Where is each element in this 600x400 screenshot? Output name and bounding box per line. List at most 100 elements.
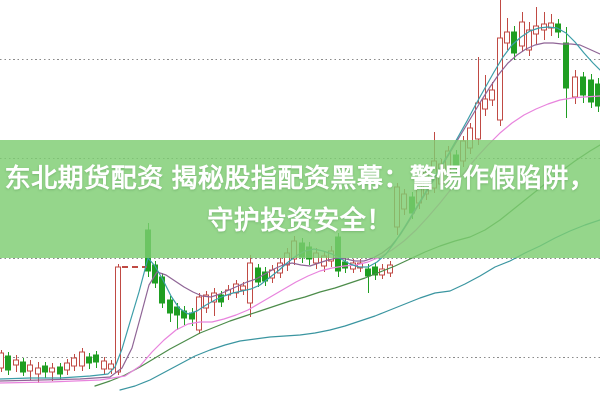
candle	[401, 189, 407, 215]
candle	[572, 70, 578, 104]
candle	[489, 82, 495, 106]
candle	[42, 362, 48, 378]
down-candle-body	[372, 266, 378, 276]
down-candle-body	[189, 312, 195, 320]
ma-purple-line	[0, 42, 600, 382]
candle	[526, 22, 532, 56]
up-candle-body	[313, 252, 319, 264]
down-candle-body	[42, 365, 48, 373]
candle	[93, 351, 99, 368]
up-candle-body	[572, 76, 578, 98]
up-candle-body	[0, 352, 4, 369]
candle	[453, 150, 459, 174]
candle	[306, 242, 312, 265]
candle	[71, 354, 77, 371]
candle	[460, 136, 466, 167]
ma-lines	[0, 26, 600, 391]
ma-pink-line	[0, 95, 600, 384]
candle	[313, 248, 319, 269]
candle	[196, 293, 202, 334]
candle	[588, 74, 594, 108]
up-candle-body	[482, 98, 488, 110]
down-candle-body	[5, 355, 11, 371]
candle	[291, 236, 297, 265]
candle	[467, 123, 473, 154]
candle	[372, 263, 378, 280]
up-candle-body	[115, 266, 121, 373]
down-candle-body	[167, 299, 173, 314]
up-candle-body	[49, 367, 55, 373]
candle	[5, 352, 11, 375]
candle	[13, 355, 19, 372]
up-candle-body	[247, 262, 253, 304]
up-candle-body	[101, 360, 107, 370]
candle	[431, 132, 437, 193]
candle-series	[0, 0, 600, 383]
candle	[580, 72, 586, 103]
down-candle-body	[335, 236, 341, 272]
candle	[595, 78, 600, 112]
up-candle-body	[27, 364, 33, 372]
up-candle-body	[35, 367, 41, 375]
down-candle-body	[20, 361, 26, 373]
up-candle-body	[519, 21, 525, 47]
ma-slow-teal-line	[119, 219, 600, 391]
candle	[284, 248, 290, 271]
candle	[475, 57, 481, 145]
candle	[365, 264, 371, 293]
candle	[504, 18, 510, 50]
up-candle-body	[211, 292, 217, 303]
down-candle-body	[159, 276, 165, 304]
up-candle-body	[71, 357, 77, 367]
candle	[247, 255, 253, 317]
candle	[482, 75, 488, 116]
up-candle-body	[460, 140, 466, 162]
candle	[86, 353, 92, 369]
up-candle-body	[240, 285, 246, 291]
down-candle-body	[93, 354, 99, 363]
up-candle-body	[526, 29, 532, 51]
candle	[541, 12, 547, 40]
up-candle-body	[548, 22, 554, 29]
candle	[328, 246, 334, 267]
candle	[255, 264, 261, 287]
candle	[211, 288, 217, 316]
candle	[203, 291, 209, 313]
down-candle-body	[57, 366, 63, 375]
down-candle-body	[342, 261, 348, 269]
candle	[519, 12, 525, 52]
candle	[20, 358, 26, 376]
down-candle-body	[563, 42, 569, 89]
up-candle-body	[64, 362, 70, 371]
candle	[101, 357, 107, 374]
down-candle-body	[255, 267, 261, 283]
up-candle-body	[467, 127, 473, 149]
candle	[335, 233, 341, 277]
up-candle-body	[79, 351, 85, 367]
up-candle-body	[489, 89, 495, 101]
candle	[299, 238, 305, 263]
down-candle-body	[453, 154, 459, 169]
candle	[108, 360, 114, 374]
candle	[233, 280, 239, 298]
down-candle-body	[588, 79, 594, 103]
candle	[548, 14, 554, 36]
up-candle-body	[203, 294, 209, 309]
down-candle-body	[152, 264, 158, 284]
gridlines	[0, 59, 600, 358]
candle	[533, 7, 539, 44]
down-candle-body	[306, 246, 312, 260]
candle	[145, 223, 151, 277]
down-candle-body	[580, 76, 586, 96]
down-candle-body	[86, 356, 92, 364]
ma-fast-teal-line	[0, 26, 600, 380]
down-candle-body	[365, 268, 371, 277]
up-candle-body	[401, 193, 407, 210]
candle	[563, 27, 569, 118]
up-candle-body	[475, 102, 481, 140]
down-candle-body	[595, 83, 600, 107]
candle	[394, 183, 400, 235]
up-candle-body	[497, 37, 503, 121]
